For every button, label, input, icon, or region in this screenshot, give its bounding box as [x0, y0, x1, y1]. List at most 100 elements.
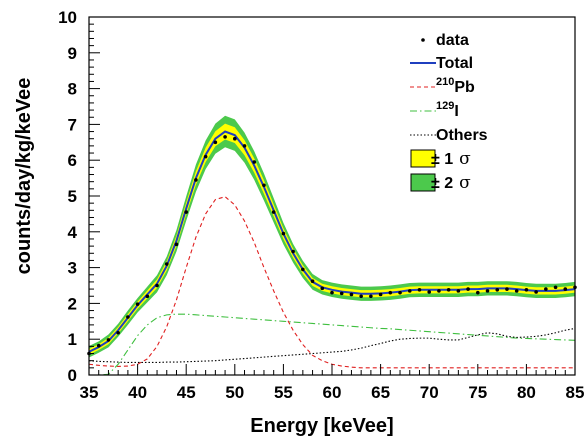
data-point: [437, 289, 441, 293]
legend-item: data: [421, 32, 469, 49]
data-point: [485, 289, 490, 293]
data-point: [106, 338, 111, 342]
data-point: [505, 287, 509, 291]
series-line-total: [88, 130, 576, 353]
y-tick-label: 9: [68, 44, 77, 63]
y-tick-label: 1: [68, 330, 77, 349]
data-point: [281, 231, 286, 236]
data-point: [339, 291, 344, 296]
y-tick-label: 6: [68, 151, 77, 170]
data-point: [126, 315, 130, 319]
legend-label: 210Pb: [436, 76, 475, 96]
data-point: [155, 283, 159, 288]
legend-label: Others: [436, 127, 488, 144]
data-point: [388, 290, 393, 295]
x-tick-label: 70: [420, 383, 439, 402]
data-point: [378, 292, 383, 297]
x-tick-label: 75: [468, 383, 487, 402]
data-point: [524, 288, 529, 292]
data-point: [145, 294, 150, 299]
data-point: [553, 285, 558, 290]
data-point: [446, 288, 451, 292]
data-point: [534, 290, 538, 294]
x-axis-title: Energy [keVee]: [250, 415, 393, 437]
data-points: [87, 135, 577, 356]
legend-symbol: [410, 149, 436, 168]
data-point: [262, 183, 266, 188]
x-tick-labels: 35 40 45 50 55 60 65 70 75 80 85: [80, 383, 585, 402]
uncertainty-bands: [89, 115, 575, 358]
x-tick-label: 60: [323, 383, 342, 402]
series-line-others: [88, 327, 576, 364]
data-point: [466, 287, 470, 291]
data-point: [369, 294, 373, 299]
data-point: [184, 210, 188, 214]
x-tick-label: 50: [225, 383, 244, 402]
data-point: [174, 242, 179, 247]
data-point: [359, 294, 363, 299]
legend-item: 210Pb: [410, 76, 475, 96]
data-point: [310, 279, 315, 284]
model-curves: [88, 130, 576, 376]
x-tick-label: 55: [274, 383, 293, 402]
data-point: [456, 289, 461, 293]
legend-item: 129I: [410, 100, 459, 120]
data-point: [252, 160, 257, 164]
y-tick-label: 5: [68, 187, 77, 206]
data-point: [135, 302, 140, 306]
data-point: [213, 140, 218, 145]
data-point: [417, 288, 422, 292]
y-tick-label: 8: [68, 80, 77, 99]
y-tick-label: 7: [68, 115, 77, 134]
data-point: [301, 267, 305, 272]
data-point: [544, 287, 548, 291]
data-point: [330, 290, 334, 295]
series-line-129i: [89, 313, 576, 376]
x-tick-label: 65: [371, 383, 390, 402]
data-point: [427, 290, 432, 294]
data-point: [96, 343, 101, 348]
x-tick-label: 40: [128, 383, 147, 402]
x-tick-label: 45: [177, 383, 196, 402]
x-tick-label: 35: [80, 383, 99, 402]
legend-label: Total: [436, 55, 473, 72]
y-tick-labels: 0 1 2 3 4 5 6 7 8 9 10: [58, 8, 77, 385]
y-tick-label: 3: [68, 259, 77, 278]
axis-ticks: [88, 16, 576, 376]
data-point: [203, 154, 208, 159]
data-point: [164, 262, 169, 266]
legend-label: 129I: [436, 100, 459, 120]
data-point: [194, 178, 198, 182]
plot-frame: [88, 16, 576, 376]
data-point: [223, 135, 227, 139]
legend-symbol: [421, 38, 425, 42]
y-tick-label: 2: [68, 294, 77, 313]
legend-symbol: [410, 173, 436, 192]
y-tick-label: 10: [58, 8, 77, 27]
data-point: [320, 286, 325, 291]
y-tick-label: 4: [68, 223, 78, 242]
band-2sigma: [89, 115, 575, 358]
data-point: [349, 292, 354, 297]
data-point: [495, 288, 500, 292]
data-point: [271, 210, 276, 214]
data-point: [398, 290, 402, 295]
data-point: [242, 144, 247, 148]
data-point: [407, 289, 412, 293]
x-tick-label: 80: [517, 383, 536, 402]
x-tick-label: 85: [566, 383, 585, 402]
band-1sigma: [89, 123, 575, 355]
data-point: [116, 330, 120, 335]
data-point: [563, 287, 568, 291]
y-tick-label: 0: [68, 366, 77, 385]
legend-item: Total: [410, 55, 473, 72]
y-axis-title: counts/day/kg/keVee: [13, 78, 35, 275]
data-point: [514, 289, 519, 293]
legend-item: Others: [410, 127, 488, 144]
